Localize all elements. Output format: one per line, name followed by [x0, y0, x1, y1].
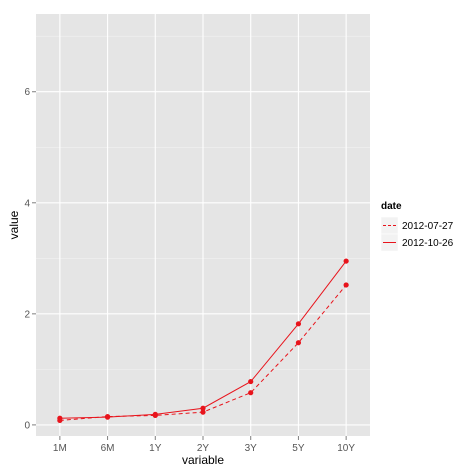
legend-items: 2012-07-27 2012-10-26	[380, 216, 454, 252]
x-tick-label: 1Y	[149, 443, 162, 454]
series-2	[57, 258, 349, 421]
x-tick-label: 1M	[53, 443, 67, 454]
grid-major	[36, 14, 370, 436]
y-tick-label: 2	[24, 309, 30, 320]
data-point	[343, 258, 349, 264]
y-tick-label: 6	[24, 87, 30, 98]
data-point	[248, 390, 254, 396]
data-point	[295, 340, 302, 346]
x-axis-title: variable	[182, 453, 224, 467]
y-axis: 0 2 4 6	[24, 87, 36, 431]
y-tick-label: 4	[24, 198, 30, 209]
legend-title: date	[381, 201, 402, 212]
data-point	[200, 409, 206, 415]
data-point	[104, 414, 111, 420]
data-point	[343, 282, 349, 288]
legend-item-1: 2012-07-27	[380, 216, 454, 235]
y-tick-label: 0	[24, 420, 30, 431]
data-point	[152, 411, 158, 417]
data-point	[200, 405, 206, 411]
legend: date 2012-07-27 2012-10-26	[380, 201, 454, 252]
data-point	[248, 378, 254, 385]
x-tick-label: 2Y	[197, 443, 210, 454]
x-tick-label: 10Y	[337, 443, 355, 454]
legend-label: 2012-07-27	[402, 221, 454, 232]
legend-label: 2012-10-26	[402, 238, 454, 249]
data-point	[57, 415, 63, 421]
data-point	[295, 321, 302, 327]
x-tick-label: 5Y	[292, 443, 305, 454]
x-axis: 1M 6M 1Y 2Y 3Y 5Y 10Y	[53, 436, 355, 454]
series-layer	[57, 258, 349, 424]
x-tick-label: 3Y	[245, 443, 258, 454]
x-tick-label: 6M	[101, 443, 115, 454]
y-axis-title: value	[7, 210, 21, 239]
legend-item-2: 2012-10-26	[380, 233, 454, 252]
